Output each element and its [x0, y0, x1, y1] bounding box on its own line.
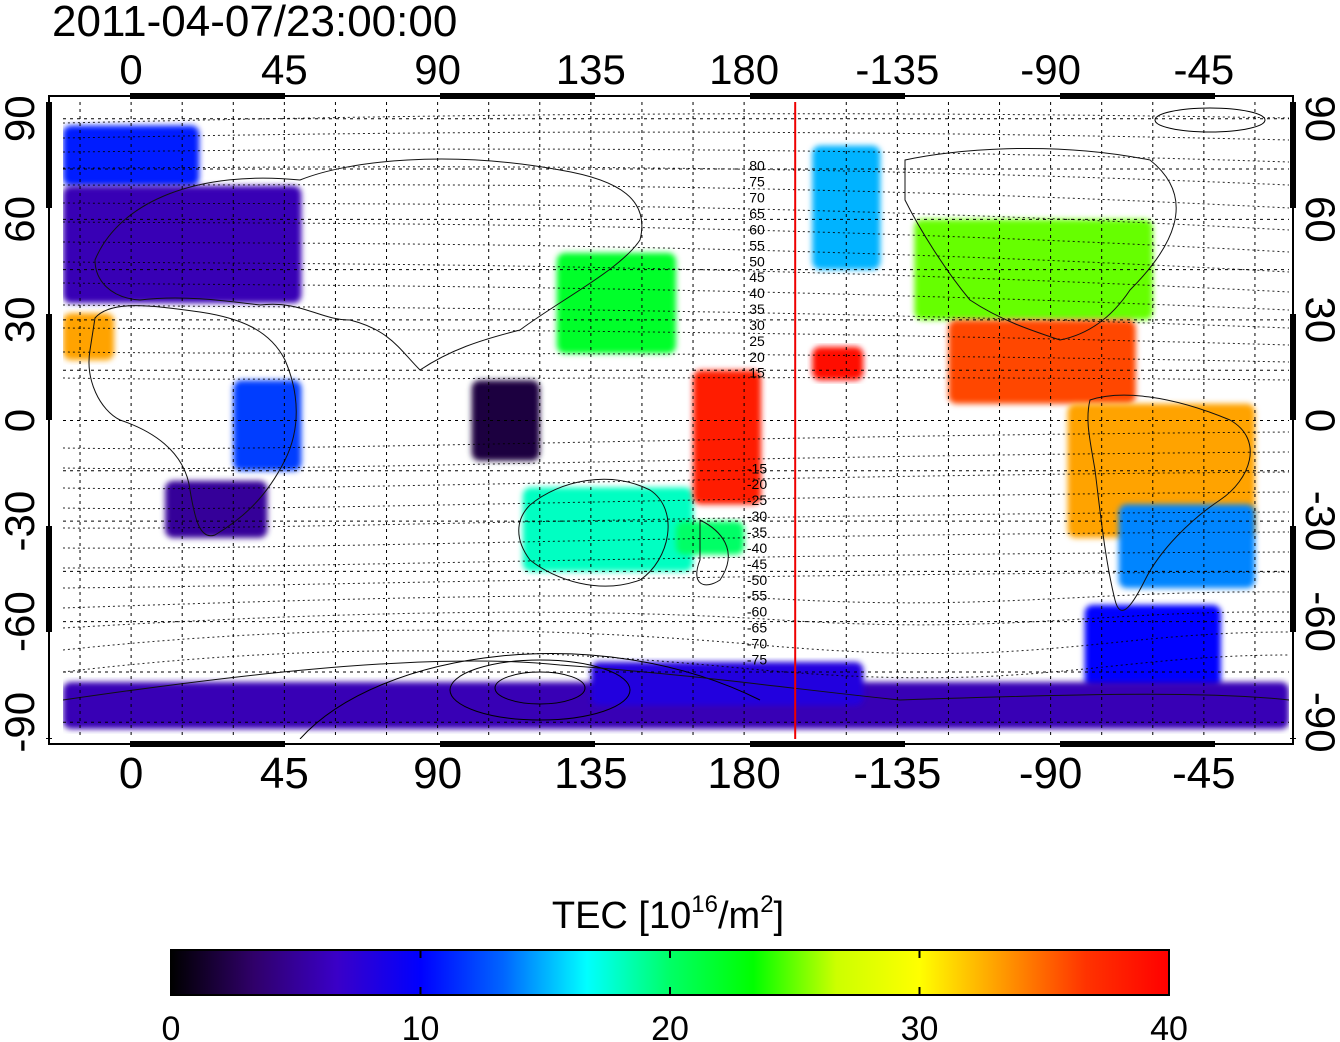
right-axis-tick-label: 90	[1297, 95, 1340, 142]
magnetic-latitude-label: -15	[747, 460, 767, 476]
right-axis-tick-label: 60	[1297, 196, 1340, 243]
magnetic-latitude-label: -35	[747, 524, 767, 540]
colorbar-tick-label: 10	[402, 1010, 440, 1042]
magnetic-latitude-label: 75	[749, 174, 765, 190]
left-axis-tick-label: -30	[0, 491, 43, 552]
tec-region	[590, 661, 864, 706]
bottom-axis-tick-label: 0	[119, 749, 143, 798]
magnetic-latitude-label: 50	[749, 253, 765, 269]
tec-data-layer	[63, 125, 1289, 729]
magnetic-latitude-label: -75	[747, 651, 767, 667]
magnetic-latitude-label: 60	[749, 221, 765, 237]
magnetic-latitude-label: 30	[749, 317, 765, 333]
colorbar-tick-labels: 0 10 20 30 40	[162, 950, 1188, 1042]
top-axis-tick-label: 180	[709, 46, 779, 93]
tec-region	[556, 252, 676, 354]
bottom-axis-tick-label: -135	[853, 749, 941, 798]
top-axis-tick-label: 45	[261, 46, 308, 93]
left-axis-tick-labels: 90 60 30 0 -30 -60 -90	[0, 95, 43, 752]
top-axis-tick-label: -90	[1020, 46, 1081, 93]
tec-region	[233, 380, 302, 471]
tec-region	[812, 346, 864, 381]
left-axis-tick-label: -90	[0, 692, 43, 753]
left-axis-tick-label: -60	[0, 591, 43, 652]
bottom-axis-tick-label: 135	[554, 749, 627, 798]
right-axis-tick-labels: 90 60 30 0 -30 -60 -90	[1297, 95, 1340, 752]
map-border-scale-ticks	[46, 93, 1296, 747]
tec-region	[165, 480, 268, 538]
coastline-outlines	[63, 147, 1289, 701]
bottom-axis-tick-label: 45	[260, 749, 309, 798]
left-axis-tick-label: 60	[0, 196, 43, 243]
right-axis-tick-label: -60	[1297, 591, 1340, 652]
magnetic-latitude-label: 25	[749, 333, 765, 349]
magnetic-latitude-label: -30	[747, 508, 767, 524]
magnetic-latitude-label: -20	[747, 476, 767, 492]
graticule-grid	[63, 102, 1289, 739]
tec-region	[63, 313, 115, 361]
right-axis-tick-label: 30	[1297, 297, 1340, 344]
bottom-axis-tick-label: -45	[1172, 749, 1236, 798]
magnetic-latitude-label: -45	[747, 556, 767, 572]
tec-region	[1118, 504, 1255, 589]
magnetic-latitude-label: 65	[749, 205, 765, 221]
bottom-axis-tick-label: 180	[707, 749, 780, 798]
right-axis-tick-label: -30	[1297, 491, 1340, 552]
top-axis-tick-label: 135	[556, 46, 626, 93]
magnetic-latitude-label: 35	[749, 301, 765, 317]
left-axis-tick-label: 0	[0, 409, 43, 432]
top-axis-tick-label: 0	[119, 46, 142, 93]
right-axis-tick-label: 0	[1297, 409, 1340, 432]
top-axis-tick-label: -135	[855, 46, 939, 93]
tec-region	[914, 219, 1153, 320]
magnetic-latitude-label: 15	[749, 365, 765, 381]
magnetic-latitude-label: -25	[747, 492, 767, 508]
bottom-axis-tick-label: -90	[1019, 749, 1083, 798]
tec-region	[1084, 604, 1221, 689]
magnetic-latitude-label: -70	[747, 635, 767, 651]
magnetic-latitude-label: -60	[747, 604, 767, 620]
right-axis-tick-label: -90	[1297, 692, 1340, 753]
magnetic-latitude-label: 20	[749, 349, 765, 365]
top-axis-tick-label: 90	[414, 46, 461, 93]
magnetic-latitude-label: -65	[747, 620, 767, 636]
bottom-axis-tick-label: 90	[413, 749, 462, 798]
colorbar-tick-label: 40	[1150, 1010, 1188, 1042]
top-axis-tick-label: -45	[1174, 46, 1235, 93]
magnetic-latitude-label: -50	[747, 572, 767, 588]
left-axis-tick-label: 90	[0, 95, 43, 142]
top-axis-tick-labels: 0 45 90 135 180 -135 -90 -45	[119, 46, 1234, 93]
magnetic-latitude-label: 45	[749, 269, 765, 285]
magnetic-latitude-contours	[63, 113, 1289, 679]
tec-region	[522, 487, 694, 572]
left-axis-tick-label: 30	[0, 297, 43, 344]
magnetic-latitude-label: 40	[749, 285, 765, 301]
magnetic-latitude-label: -40	[747, 540, 767, 556]
magnetic-latitude-label: 80	[749, 158, 765, 174]
magnetic-latitude-label: 55	[749, 237, 765, 253]
magnetic-latitude-label: 70	[749, 190, 765, 206]
colorbar-title-exponent2: 2	[760, 891, 773, 918]
bottom-axis-tick-labels: 0 45 90 135 180 -135 -90 -45	[119, 749, 1236, 798]
colorbar-title-exponent: 16	[691, 891, 718, 918]
tec-region	[63, 125, 200, 186]
magnetic-latitude-label: -55	[747, 588, 767, 604]
colorbar-tick-label: 30	[901, 1010, 939, 1042]
colorbar-tick-label: 0	[162, 1010, 181, 1042]
colorbar-title: TEC [1016/m2]	[552, 891, 784, 937]
tec-region	[948, 319, 1136, 404]
timestamp-title: 2011-04-07/23:00:00	[52, 0, 457, 46]
colorbar-tick-label: 20	[651, 1010, 689, 1042]
